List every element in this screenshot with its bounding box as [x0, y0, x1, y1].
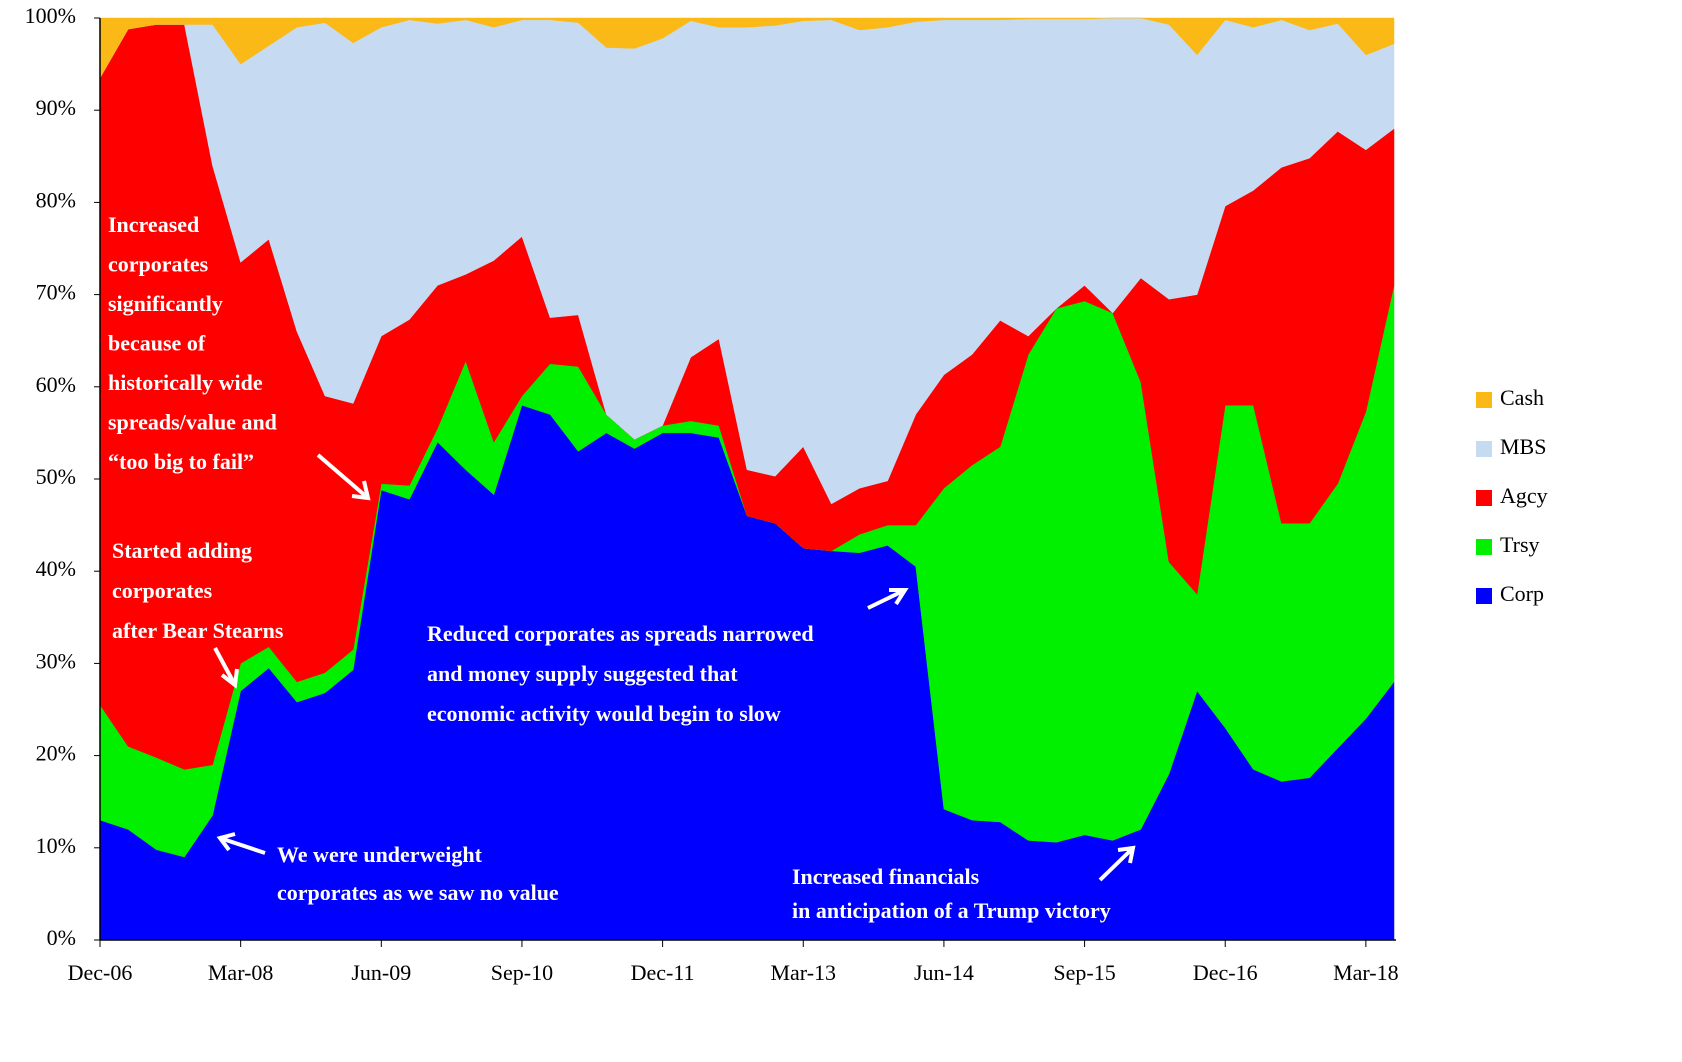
- y-tick-label: 70%: [36, 280, 76, 305]
- y-tick-label: 80%: [36, 187, 76, 212]
- y-tick-label: 20%: [36, 741, 76, 766]
- annotation: economic activity would begin to slow: [427, 701, 781, 726]
- legend-label: Trsy: [1500, 532, 1540, 557]
- y-tick-label: 50%: [36, 464, 76, 489]
- annotation: corporates: [112, 578, 213, 603]
- legend-swatch: [1476, 441, 1492, 457]
- annotation: Increased financials: [792, 864, 980, 889]
- arrow: [316, 453, 371, 501]
- y-tick-label: 40%: [36, 556, 76, 581]
- annotations: Increased corporates significantly because …: [108, 212, 1111, 923]
- annotation: because of: [108, 331, 206, 356]
- legend-swatch: [1476, 539, 1492, 555]
- legend-swatch: [1476, 490, 1492, 506]
- annotation: corporates: [108, 252, 209, 277]
- y-tick-label: 90%: [36, 95, 76, 120]
- x-tick-label: Mar-13: [770, 960, 836, 985]
- y-tick-label: 30%: [36, 648, 76, 673]
- legend-label: MBS: [1500, 434, 1546, 459]
- arrows: [213, 453, 1136, 882]
- x-tick-label: Dec-16: [1193, 960, 1258, 985]
- annotation: corporates as we saw no value: [277, 880, 559, 905]
- x-tick-label: Sep-10: [491, 960, 553, 985]
- x-tick-label: Dec-06: [68, 960, 133, 985]
- legend: Cash MBS Agcy Trsy Corp: [1476, 385, 1548, 606]
- annotation: Started adding: [112, 538, 252, 563]
- legend-swatch: [1476, 392, 1492, 408]
- annotation: significantly: [108, 291, 223, 316]
- arrow: [216, 832, 266, 855]
- y-tick-label: 60%: [36, 372, 76, 397]
- annotation: We were underweight: [277, 842, 483, 867]
- arrow: [213, 647, 239, 689]
- annotation: Reduced corporates as spreads narrowed: [427, 621, 814, 646]
- y-tick-label: 0%: [47, 925, 76, 950]
- annotation: historically wide: [108, 370, 263, 395]
- x-tick-label: Sep-15: [1053, 960, 1115, 985]
- y-tick-label: 100%: [25, 3, 76, 28]
- legend-label: Agcy: [1500, 483, 1548, 508]
- axes: 0% 10% 20% 30% 40% 50% 60% 70% 80% 90% 100% Dec-06 M…: [25, 3, 1399, 985]
- x-tick-label: Jun-14: [914, 960, 974, 985]
- legend-label: Cash: [1500, 385, 1544, 410]
- x-tick-label: Jun-09: [351, 960, 411, 985]
- y-tick-label: 10%: [36, 833, 76, 858]
- x-tick-label: Mar-08: [208, 960, 274, 985]
- annotation: spreads/value and: [108, 410, 277, 435]
- x-tick-label: Mar-18: [1333, 960, 1399, 985]
- arrow: [1098, 845, 1136, 882]
- arrow: [867, 588, 909, 610]
- annotation: in anticipation of a Trump victory: [792, 898, 1111, 923]
- annotation: and money supply suggested that: [427, 661, 738, 686]
- legend-label: Corp: [1500, 581, 1544, 606]
- annotation: Increased: [108, 212, 199, 237]
- area: [99, 17, 1395, 79]
- annotation: “too big to fail”: [108, 449, 254, 474]
- annotation: after Bear Stearns: [112, 618, 284, 643]
- legend-swatch: [1476, 588, 1492, 604]
- plot-area: [99, 17, 1395, 941]
- x-tick-label: Dec-11: [631, 960, 695, 985]
